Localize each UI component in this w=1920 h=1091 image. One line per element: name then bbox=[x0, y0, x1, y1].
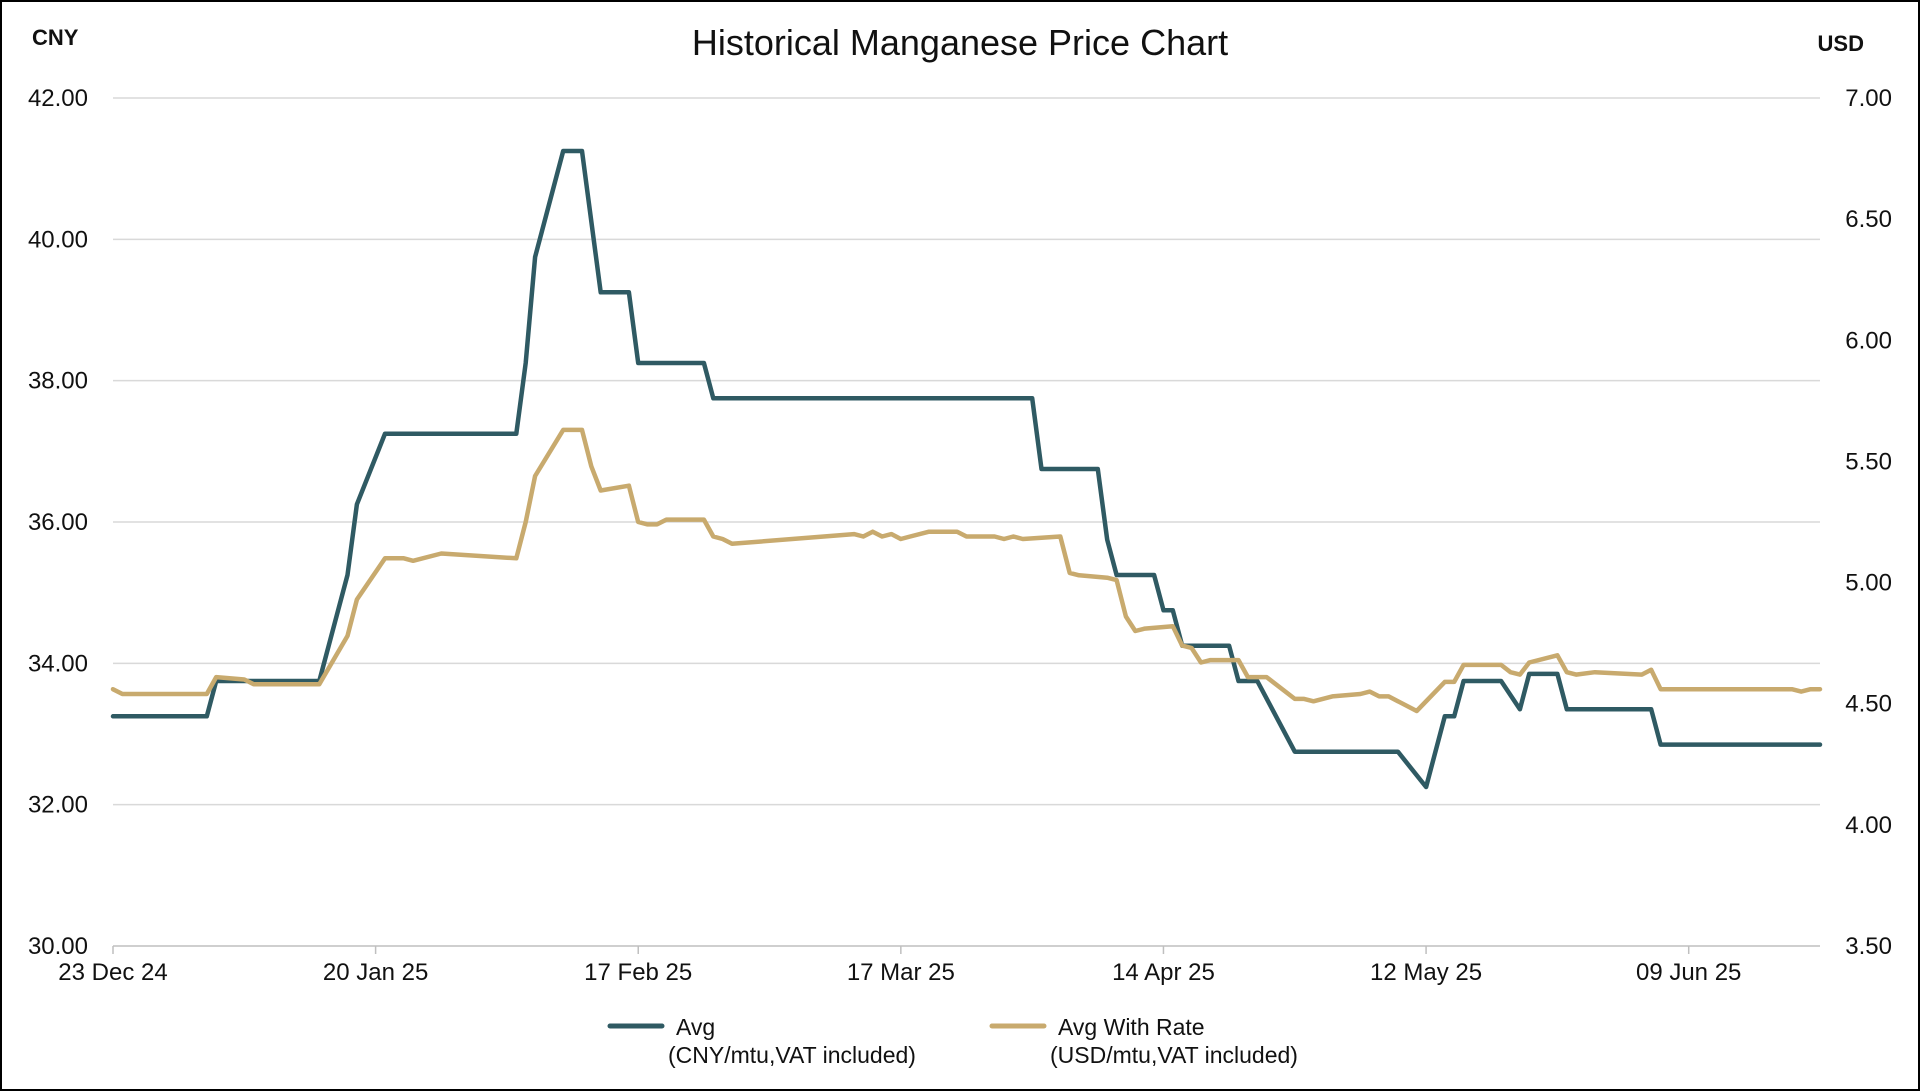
left-axis-unit: CNY bbox=[32, 25, 79, 50]
legend-label-avg-with-rate: Avg With Rate bbox=[1058, 1014, 1205, 1040]
right-tick-label: 4.50 bbox=[1845, 691, 1892, 718]
left-tick-label: 30.00 bbox=[28, 933, 88, 960]
left-tick-label: 34.00 bbox=[28, 650, 88, 677]
right-tick-label: 4.00 bbox=[1845, 812, 1892, 839]
x-tick-label: 23 Dec 24 bbox=[58, 959, 167, 986]
gridlines bbox=[113, 97, 1820, 806]
legend: Avg(CNY/mtu,VAT included) Avg With Rate(U… bbox=[607, 1014, 1298, 1068]
x-tick-label: 17 Feb 25 bbox=[584, 959, 692, 986]
series-lines bbox=[110, 148, 1823, 790]
right-axis-unit: USD bbox=[1818, 31, 1864, 56]
left-tick-label: 32.00 bbox=[28, 792, 88, 819]
x-tick-label: 17 Mar 25 bbox=[847, 959, 955, 986]
left-tick-label: 36.00 bbox=[28, 509, 88, 536]
right-tick-label: 7.00 bbox=[1845, 85, 1892, 112]
legend-unit-avg-with-rate: (USD/mtu,VAT included) bbox=[1050, 1042, 1298, 1068]
x-tick-label: 09 Jun 25 bbox=[1636, 959, 1741, 986]
series-line-avg bbox=[110, 148, 1823, 790]
right-tick-label: 5.00 bbox=[1845, 570, 1892, 597]
legend-label-avg: Avg bbox=[676, 1014, 715, 1040]
left-tick-label: 40.00 bbox=[28, 226, 88, 253]
left-tick-label: 38.00 bbox=[28, 368, 88, 395]
x-tick-label: 12 May 25 bbox=[1370, 959, 1482, 986]
x-tick-label: 20 Jan 25 bbox=[323, 959, 428, 986]
series-line-avg-with-rate bbox=[110, 427, 1823, 714]
right-tick-label: 6.50 bbox=[1845, 206, 1892, 233]
right-tick-label: 6.00 bbox=[1845, 327, 1892, 354]
right-tick-label: 5.50 bbox=[1845, 448, 1892, 475]
axes: 30.00 32.00 34.00 36.00 38.00 40.00 42.00 3.50 4… bbox=[28, 85, 1892, 986]
left-tick-label: 42.00 bbox=[28, 85, 88, 112]
right-tick-label: 3.50 bbox=[1845, 933, 1892, 960]
x-tick-label: 14 Apr 25 bbox=[1112, 959, 1215, 986]
legend-unit-avg: (CNY/mtu,VAT included) bbox=[668, 1042, 916, 1068]
chart-title: Historical Manganese Price Chart bbox=[692, 22, 1228, 63]
